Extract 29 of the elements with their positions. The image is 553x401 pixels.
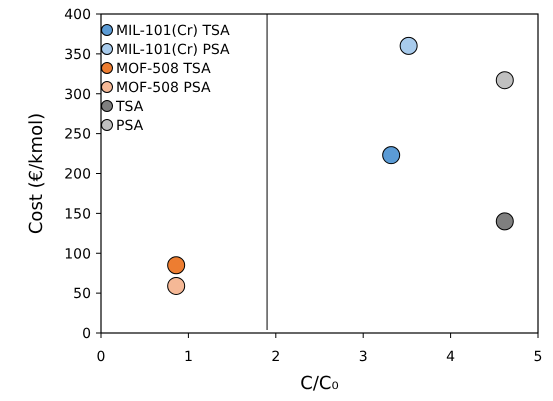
x-tick-label: 5 <box>534 349 542 365</box>
point <box>167 256 186 274</box>
legend-label: TSA <box>115 99 144 115</box>
point <box>382 146 400 164</box>
x-tick-label: 2 <box>271 349 280 365</box>
legend-label: MIL-101(Cr) TSA <box>116 23 230 39</box>
x-tick-label: 3 <box>358 349 368 365</box>
y-axis-title: Cost (€/kmol) <box>26 112 47 234</box>
x-tick-label: 4 <box>446 349 456 365</box>
point <box>400 36 418 55</box>
point <box>496 212 514 230</box>
y-tick-label: 150 <box>64 206 91 222</box>
y-tick-label: 400 <box>64 7 91 23</box>
y-tick-label: 50 <box>73 286 91 302</box>
legend-label: MIL-101(Cr) PSA <box>116 42 230 58</box>
x-tick-label: 0 <box>96 349 106 365</box>
legend-label: PSA <box>116 118 144 134</box>
point <box>167 276 186 295</box>
y-tick-label: 300 <box>64 86 91 103</box>
y-tick-label: 100 <box>64 246 91 262</box>
point <box>496 71 514 90</box>
legend-label: MOF-508 PSA <box>116 80 211 96</box>
legend-label: MOF-508 TSA <box>116 61 212 77</box>
y-tick-label: 200 <box>64 166 91 182</box>
x-tick-label: 1 <box>184 349 193 365</box>
y-tick-label: 250 <box>64 126 91 143</box>
y-tick-label: 0 <box>82 326 91 342</box>
y-tick-label: 350 <box>64 46 91 63</box>
x-axis-title: C/C₀ <box>300 373 339 394</box>
